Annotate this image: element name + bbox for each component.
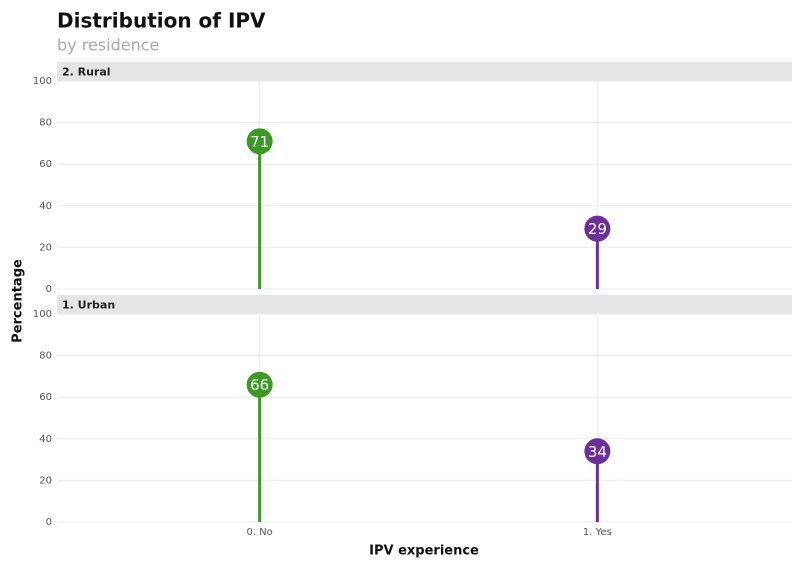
y-tick-label: 100 (33, 309, 52, 320)
lollipop-head (246, 371, 273, 398)
data-label: 66 (250, 376, 269, 394)
lollipop-head (584, 438, 611, 465)
x-tick-label: 1. Yes (583, 527, 612, 538)
facet-label: 1. Urban (62, 299, 115, 312)
y-tick-label: 60 (39, 392, 52, 403)
facet-label: 2. Rural (62, 66, 111, 79)
data-label: 71 (250, 133, 269, 151)
y-tick-label: 0 (46, 517, 52, 528)
y-tick-label: 20 (39, 242, 52, 253)
y-axis-label: Percentage (11, 259, 26, 343)
x-tick-label: 0. No (246, 527, 272, 538)
chart-subtitle: by residence (57, 36, 159, 55)
y-tick-label: 80 (39, 118, 52, 129)
data-label: 34 (588, 443, 607, 461)
y-tick-label: 80 (39, 351, 52, 362)
y-tick-label: 40 (39, 201, 52, 212)
y-tick-label: 60 (39, 159, 52, 170)
data-label: 29 (588, 220, 607, 238)
lollipop-head (246, 128, 273, 155)
facet-strip (57, 62, 792, 81)
facet-strip (57, 295, 792, 314)
y-tick-label: 40 (39, 434, 52, 445)
y-tick-label: 0 (46, 284, 52, 295)
x-axis-label: IPV experience (369, 544, 479, 559)
y-tick-label: 100 (33, 76, 52, 87)
chart-title: Distribution of IPV (57, 9, 266, 33)
y-tick-label: 20 (39, 475, 52, 486)
lollipop-head (584, 215, 611, 242)
